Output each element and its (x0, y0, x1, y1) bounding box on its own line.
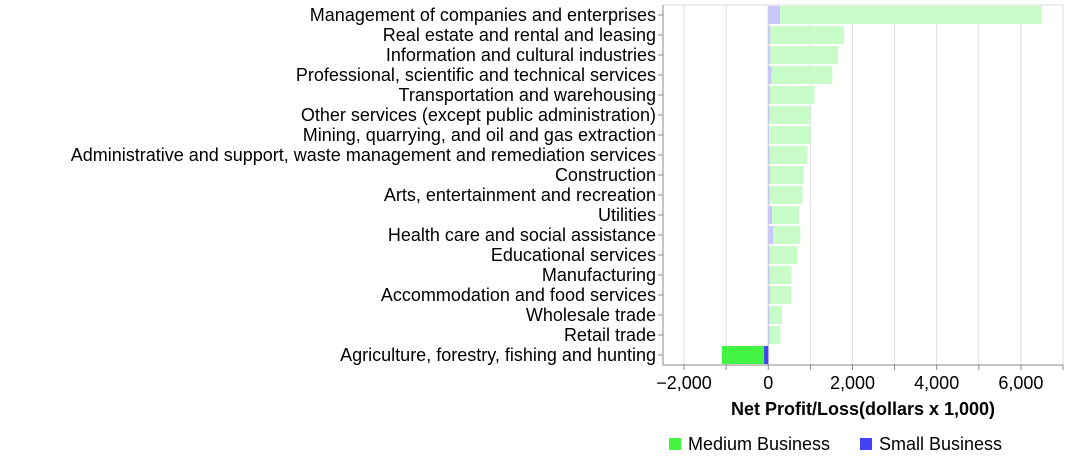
bar-medium-business[interactable] (721, 346, 765, 364)
bar-medium-business[interactable] (780, 6, 1042, 24)
legend: Medium Business Small Business (669, 434, 1002, 454)
x-tick-label: 2,000 (830, 373, 875, 393)
bar-medium-business[interactable] (769, 246, 798, 264)
category-label: Arts, entertainment and recreation (384, 185, 656, 205)
legend-label: Small Business (879, 434, 1002, 454)
category-labels: Management of companies and enterprisesR… (71, 5, 664, 365)
category-label: Manufacturing (542, 265, 656, 285)
bar-medium-business[interactable] (769, 326, 781, 344)
bar-medium-business[interactable] (770, 46, 839, 64)
bars (721, 6, 1042, 364)
bar-small-business[interactable] (768, 106, 770, 124)
category-label: Accommodation and food services (381, 285, 656, 305)
bar-medium-business[interactable] (769, 146, 808, 164)
x-axis-title: Net Profit/Loss(dollars x 1,000) (731, 399, 995, 419)
bar-small-business[interactable] (768, 246, 770, 264)
category-label: Transportation and warehousing (399, 85, 657, 105)
category-label: Real estate and rental and leasing (383, 25, 656, 45)
category-label: Administrative and support, waste manage… (71, 145, 656, 165)
bar-small-business[interactable] (768, 126, 770, 144)
bar-small-business[interactable] (768, 326, 770, 344)
bar-small-business[interactable] (768, 186, 770, 204)
bar-medium-business[interactable] (769, 106, 811, 124)
category-label: Health care and social assistance (388, 225, 656, 245)
category-label: Mining, quarrying, and oil and gas extra… (303, 125, 656, 145)
bar-medium-business[interactable] (769, 186, 803, 204)
bar-small-business[interactable] (768, 266, 770, 284)
x-tick-label: −2,000 (656, 373, 712, 393)
x-tick-label: 0 (763, 373, 773, 393)
category-label: Wholesale trade (526, 305, 656, 325)
bar-medium-business[interactable] (769, 266, 792, 284)
bar-medium-business[interactable] (769, 166, 804, 184)
bar-small-business[interactable] (768, 226, 774, 244)
bar-small-business[interactable] (768, 286, 770, 304)
bar-medium-business[interactable] (769, 286, 791, 304)
bar-small-business[interactable] (768, 306, 770, 324)
bar-medium-business[interactable] (769, 306, 783, 324)
bar-medium-business[interactable] (773, 226, 801, 244)
bar-medium-business[interactable] (770, 26, 845, 44)
x-axis: −2,000 0 2,000 4,000 6,000 (656, 364, 1064, 393)
bar-medium-business[interactable] (769, 126, 811, 144)
bar-small-business[interactable] (768, 26, 771, 44)
category-label: Construction (555, 165, 656, 185)
category-label: Information and cultural industries (386, 45, 656, 65)
plot-frame (662, 4, 1064, 366)
bar-medium-business[interactable] (772, 206, 799, 224)
category-label: Agriculture, forestry, fishing and hunti… (340, 345, 656, 365)
category-label: Management of companies and enterprises (310, 5, 656, 25)
bar-small-business[interactable] (768, 46, 771, 64)
legend-label: Medium Business (688, 434, 830, 454)
legend-swatch (860, 438, 872, 450)
category-label: Retail trade (564, 325, 656, 345)
bar-medium-business[interactable] (771, 66, 833, 84)
category-label: Professional, scientific and technical s… (296, 65, 656, 85)
x-tick-label: 6,000 (998, 373, 1043, 393)
category-label: Other services (except public administra… (301, 105, 656, 125)
grid-lines (662, 4, 1064, 366)
bar-small-business[interactable] (764, 346, 769, 364)
bar-small-business[interactable] (768, 206, 773, 224)
category-label: Educational services (491, 245, 656, 265)
legend-swatch (669, 438, 681, 450)
category-label: Utilities (598, 205, 656, 225)
bar-small-business[interactable] (768, 166, 770, 184)
bar-small-business[interactable] (768, 146, 770, 164)
bar-small-business[interactable] (768, 66, 772, 84)
bar-small-business[interactable] (768, 86, 770, 104)
bar-medium-business[interactable] (769, 86, 815, 104)
bar-small-business[interactable] (768, 6, 781, 24)
x-tick-label: 4,000 (914, 373, 959, 393)
